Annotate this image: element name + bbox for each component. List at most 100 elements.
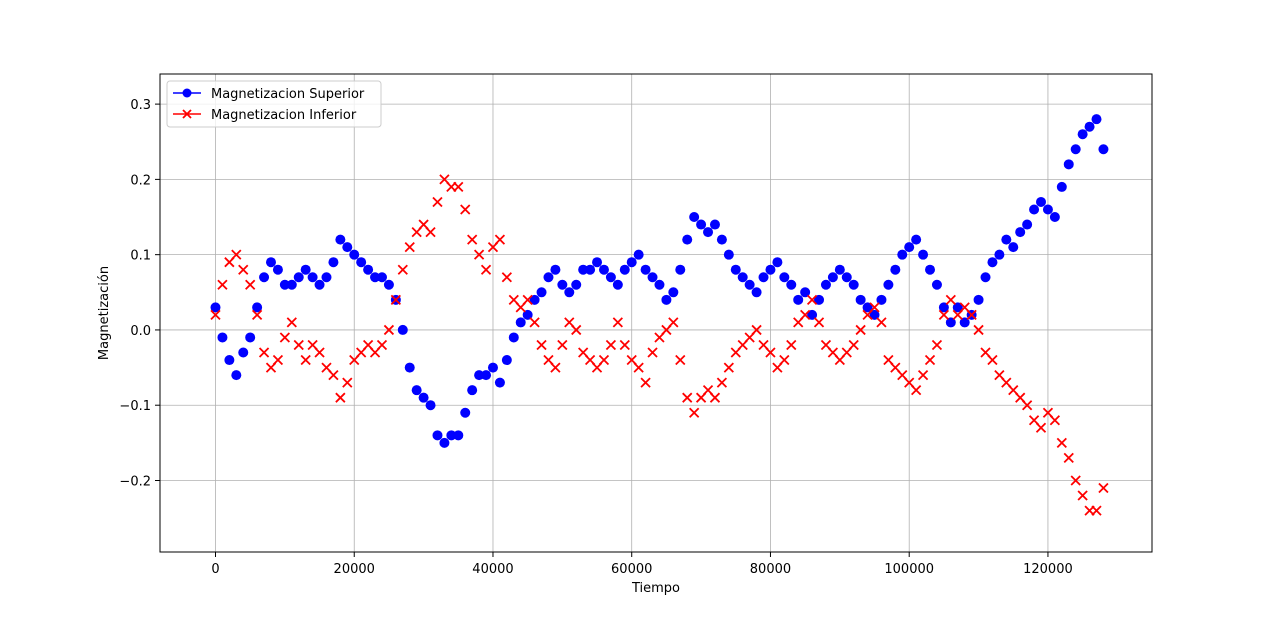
data-point-inferior	[911, 385, 922, 396]
data-point-superior	[668, 287, 679, 298]
data-point-superior	[869, 309, 880, 320]
data-point-superior	[751, 287, 762, 298]
data-point-superior	[626, 257, 637, 268]
data-point-inferior	[848, 339, 859, 351]
data-point-superior	[557, 279, 568, 290]
data-point-inferior	[1070, 475, 1081, 486]
data-point-inferior	[480, 264, 492, 275]
legend: Magnetizacion Superior Magnetizacion Inf…	[166, 80, 382, 128]
data-point-superior	[758, 272, 769, 283]
data-point-inferior	[571, 324, 582, 336]
x-tick-label: 120000	[1023, 562, 1073, 577]
data-point-superior	[716, 234, 727, 245]
data-point-superior	[370, 272, 381, 283]
data-point-inferior	[376, 339, 388, 351]
data-point-inferior	[869, 302, 880, 313]
data-point-inferior	[238, 264, 249, 275]
data-point-superior	[383, 279, 394, 290]
data-point-inferior	[550, 362, 561, 373]
data-point-superior	[356, 257, 367, 268]
data-point-superior	[841, 272, 852, 283]
data-point-inferior	[917, 369, 929, 381]
data-point-inferior	[453, 181, 464, 193]
plot-frame	[159, 73, 1153, 553]
data-point-superior	[737, 272, 748, 283]
y-tick-label: −0.1	[119, 399, 151, 414]
data-point-inferior	[931, 339, 943, 351]
data-point-superior	[529, 294, 540, 305]
data-point-superior	[730, 264, 741, 275]
data-point-superior	[793, 294, 804, 305]
data-point-inferior	[300, 354, 311, 366]
data-point-inferior	[716, 377, 728, 388]
data-point-inferior	[633, 362, 644, 373]
data-point-inferior	[640, 377, 651, 388]
data-point-superior	[820, 279, 831, 290]
data-point-inferior	[314, 347, 325, 358]
data-point-inferior	[467, 234, 478, 245]
data-point-superior	[210, 302, 221, 313]
data-point-superior	[980, 272, 991, 283]
y-tick-label: 0.2	[130, 173, 151, 188]
data-point-superior	[543, 272, 554, 283]
data-point-inferior	[460, 204, 471, 215]
data-point-superior	[252, 302, 263, 313]
x-tick-label: 40000	[472, 562, 513, 577]
data-point-superior	[460, 407, 471, 418]
data-point-inferior	[682, 392, 693, 403]
x-tick-label: 60000	[611, 562, 652, 577]
data-point-superior	[938, 302, 949, 313]
data-point-superior	[911, 234, 922, 245]
data-point-inferior	[876, 317, 887, 328]
data-point-inferior	[1098, 482, 1109, 494]
data-point-superior	[744, 279, 755, 290]
data-point-superior	[612, 279, 623, 290]
data-point-inferior	[210, 309, 221, 321]
data-point-superior	[994, 249, 1005, 260]
data-point-superior	[397, 324, 408, 335]
data-point-superior	[335, 234, 346, 245]
data-point-superior	[238, 347, 249, 358]
data-point-inferior	[786, 339, 797, 351]
data-point-inferior	[1056, 437, 1067, 448]
data-point-superior	[418, 392, 429, 403]
data-point-superior	[321, 272, 332, 283]
x-tick-label: 0	[211, 562, 219, 577]
data-point-inferior	[1035, 422, 1047, 433]
data-point-superior	[578, 264, 589, 275]
data-point-inferior	[619, 339, 630, 351]
x-tick-label: 100000	[884, 562, 934, 577]
legend-label-inferior: Magnetizacion Inferior	[211, 108, 357, 123]
data-point-inferior	[1077, 490, 1088, 501]
data-point-inferior	[383, 324, 395, 336]
data-point-superior	[689, 212, 700, 223]
data-point-superior	[897, 249, 908, 260]
data-point-inferior	[938, 309, 950, 321]
data-point-superior	[231, 370, 242, 381]
data-point-superior	[265, 257, 276, 268]
data-point-inferior	[1063, 452, 1074, 464]
data-point-superior	[487, 362, 498, 373]
data-point-superior	[300, 264, 311, 275]
data-point-superior	[723, 249, 734, 260]
data-point-superior	[376, 272, 387, 283]
data-point-superior	[425, 400, 436, 411]
data-point-superior	[640, 264, 651, 275]
data-point-superior	[1049, 212, 1060, 223]
data-point-inferior	[765, 347, 776, 358]
data-point-superior	[605, 272, 616, 283]
data-point-superior	[1001, 234, 1012, 245]
legend-label-superior: Magnetizacion Superior	[211, 87, 365, 102]
data-point-inferior	[723, 362, 734, 373]
data-point-inferior	[751, 324, 762, 336]
data-point-superior	[931, 279, 942, 290]
data-point-superior	[633, 249, 644, 260]
data-point-inferior	[709, 392, 721, 403]
data-point-inferior	[522, 294, 533, 305]
data-point-superior	[522, 309, 533, 320]
data-point-superior	[307, 272, 318, 283]
data-point-superior	[779, 272, 790, 283]
data-point-superior	[709, 219, 720, 230]
data-point-inferior	[390, 294, 401, 305]
x-tick-label: 20000	[334, 562, 375, 577]
